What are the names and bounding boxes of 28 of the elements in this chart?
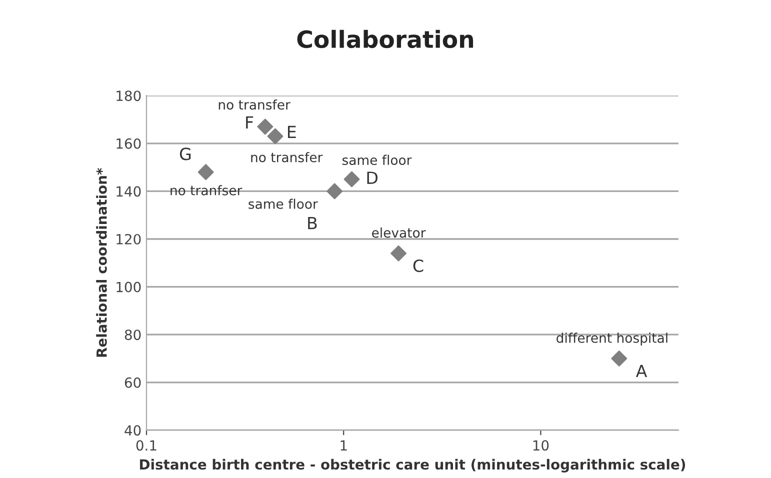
annotation: elevator bbox=[372, 228, 426, 238]
x-axis-title: Distance birth centre - obstetric care unit (minutes-logarithmic scale) bbox=[140, 458, 686, 472]
annotation: no tranfser bbox=[170, 185, 242, 196]
annotation: E bbox=[288, 126, 296, 138]
y-axis-title: Relational coordination* bbox=[96, 168, 107, 357]
annotation: different hospital bbox=[556, 332, 668, 346]
y-tick-label: 100 bbox=[116, 282, 141, 292]
annotation: G bbox=[180, 148, 191, 160]
x-tick-label: 1 bbox=[340, 440, 347, 450]
y-tick-label: 60 bbox=[124, 377, 141, 388]
y-tick-label: 80 bbox=[124, 330, 141, 340]
annotation: B bbox=[308, 216, 317, 230]
y-tick-label: 120 bbox=[116, 234, 141, 244]
x-tick-label: 10 bbox=[533, 440, 549, 451]
annotation: F bbox=[246, 116, 254, 128]
y-tick-label: 160 bbox=[116, 138, 141, 149]
annotation: same floor bbox=[342, 154, 412, 166]
annotation: same floor bbox=[248, 198, 318, 209]
y-tick-label: 40 bbox=[124, 425, 141, 436]
annotation: A bbox=[636, 364, 648, 377]
y-tick-label: 180 bbox=[116, 90, 141, 102]
annotation: no transfer bbox=[218, 99, 290, 110]
annotation: C bbox=[413, 259, 424, 272]
annotation: D bbox=[367, 172, 378, 184]
chart-title: Collaboration bbox=[297, 30, 474, 48]
x-tick-label: 0.1 bbox=[136, 440, 156, 451]
annotation: no transfer bbox=[251, 152, 323, 162]
y-tick-label: 140 bbox=[116, 186, 141, 197]
